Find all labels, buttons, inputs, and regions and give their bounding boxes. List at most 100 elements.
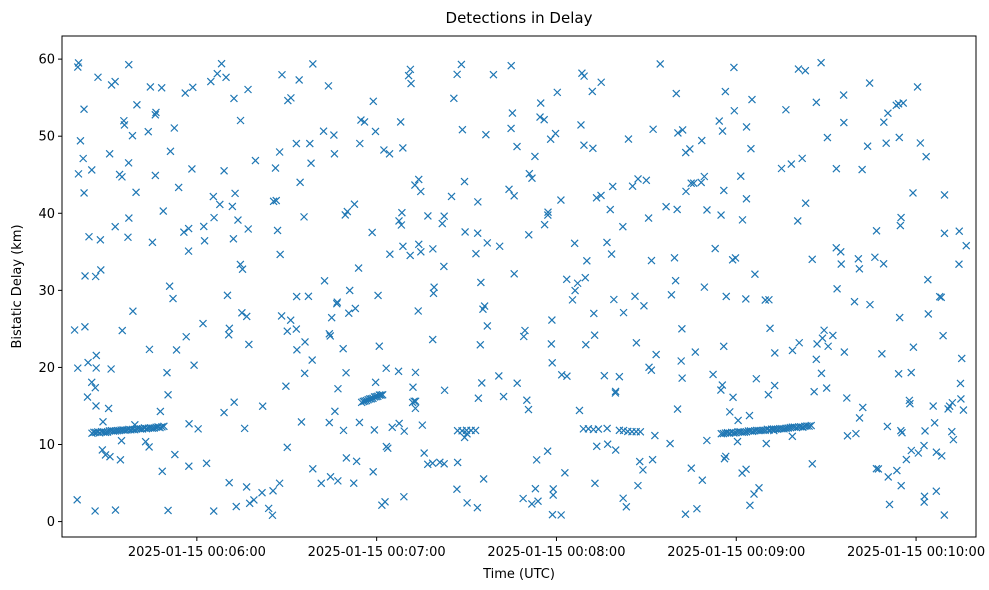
detection-point (418, 421, 427, 430)
detection-point (172, 346, 181, 354)
detection-point (159, 207, 168, 216)
detection-point (92, 402, 100, 410)
detection-point (96, 235, 105, 244)
detection-point (833, 284, 842, 293)
detection-point (385, 250, 394, 259)
detection-point (730, 106, 739, 115)
detection-point (560, 468, 569, 477)
detection-point (292, 345, 301, 354)
detection-point (240, 424, 249, 433)
detection-point (532, 455, 541, 464)
detection-point (249, 495, 258, 504)
detection-point (894, 99, 903, 108)
detection-point (300, 212, 308, 221)
detection-point (729, 393, 737, 402)
detection-point (510, 191, 519, 200)
detection-point (351, 304, 360, 313)
detection-point (920, 441, 928, 450)
detection-point (277, 312, 286, 320)
detection-point (350, 200, 359, 209)
detection-point (440, 212, 449, 221)
detection-point (895, 133, 904, 142)
detection-point (940, 511, 949, 519)
detection-point (519, 332, 528, 341)
detection-point (670, 253, 679, 262)
detection-point (650, 431, 659, 440)
detection-point (703, 205, 711, 214)
detection-point (578, 69, 586, 78)
detection-point (640, 301, 648, 310)
detection-point (184, 224, 193, 233)
detection-point (281, 382, 290, 391)
detection-point (199, 319, 207, 328)
detection-point (430, 283, 439, 292)
detection-point (667, 290, 676, 299)
detection-point (935, 292, 944, 301)
detection-point (238, 265, 247, 274)
detection-point (128, 131, 137, 140)
y-tick-label: 0 (47, 515, 55, 530)
detection-point (118, 326, 127, 335)
detection-point (406, 251, 415, 260)
detection-point (151, 110, 160, 119)
detection-point (395, 419, 404, 428)
detection-point (843, 431, 852, 440)
detection-point (678, 125, 687, 134)
detection-point (98, 446, 107, 454)
detection-point (371, 378, 380, 387)
detection-point (399, 492, 408, 501)
x-tick-label: 2025-01-15 00:09:00 (667, 545, 805, 560)
detection-point (677, 357, 686, 365)
detection-point (725, 407, 734, 416)
detection-point (399, 242, 407, 251)
detection-point (428, 459, 437, 468)
detection-point (449, 94, 458, 103)
detection-point (817, 369, 826, 378)
detection-point (947, 427, 956, 436)
detection-point (781, 105, 790, 114)
detection-point (548, 510, 557, 519)
detection-point (236, 116, 245, 125)
detection-point (414, 240, 423, 249)
detection-point (557, 511, 566, 519)
detection-point (79, 154, 88, 163)
detection-point (513, 142, 521, 151)
detection-point (866, 300, 874, 309)
detection-point (805, 422, 814, 431)
detection-point (473, 197, 482, 206)
detection-point (524, 405, 533, 414)
detection-point (329, 131, 338, 139)
detection-point (474, 394, 483, 403)
detection-point (234, 216, 242, 224)
detection-point (937, 451, 946, 460)
detection-points (70, 58, 971, 520)
detection-point (635, 457, 644, 466)
detection-point (603, 238, 611, 247)
detection-point (342, 454, 351, 462)
detection-point (795, 338, 804, 347)
detection-point (223, 291, 232, 300)
detection-point (948, 398, 957, 407)
detection-point (244, 85, 252, 94)
detection-point (570, 239, 579, 248)
detection-point (666, 439, 675, 448)
detection-point (300, 369, 309, 378)
detection-point (603, 424, 612, 433)
detection-point (508, 109, 517, 118)
detection-point (571, 286, 580, 295)
detection-point (232, 502, 241, 511)
detection-point (382, 364, 391, 373)
detection-point (215, 200, 224, 209)
detection-point (369, 97, 378, 106)
detection-point (672, 89, 681, 98)
detection-point (907, 368, 916, 377)
y-tick-label: 20 (38, 361, 55, 376)
detection-point (777, 164, 786, 173)
detection-point (242, 483, 251, 491)
detection-point (157, 83, 166, 92)
detection-point (822, 384, 831, 393)
detection-point (156, 407, 165, 416)
detection-point (111, 222, 120, 231)
detection-point (116, 455, 125, 464)
detection-point (932, 448, 941, 457)
